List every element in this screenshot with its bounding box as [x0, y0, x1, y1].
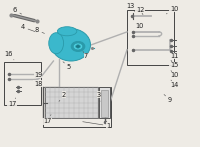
Text: 1: 1 [83, 122, 110, 129]
Text: 2: 2 [59, 92, 66, 101]
Text: 17: 17 [43, 115, 51, 124]
Text: 10: 10 [135, 24, 143, 29]
Ellipse shape [49, 33, 64, 54]
Bar [45, 87, 98, 118]
Bar [4, 62, 41, 105]
Text: 14: 14 [170, 80, 178, 87]
Circle shape [73, 43, 83, 50]
Text: 16: 16 [4, 51, 14, 60]
Text: 6: 6 [13, 7, 22, 14]
Bar [101, 90, 108, 117]
Text: 10: 10 [166, 6, 178, 14]
Text: 18: 18 [34, 81, 42, 87]
Circle shape [71, 41, 85, 51]
Text: 8: 8 [35, 27, 44, 33]
FancyArrowPatch shape [14, 15, 34, 21]
Text: 15: 15 [170, 60, 178, 68]
Text: 12: 12 [136, 7, 144, 15]
Text: 7: 7 [83, 51, 88, 59]
Text: 10: 10 [170, 71, 178, 78]
Text: 4: 4 [21, 24, 36, 32]
Text: 19: 19 [34, 72, 42, 78]
Text: 5: 5 [63, 62, 71, 70]
Text: 3: 3 [97, 92, 101, 101]
Bar [99, 87, 110, 118]
Ellipse shape [57, 27, 77, 36]
Ellipse shape [52, 29, 90, 61]
Bar [43, 87, 111, 127]
Text: 11: 11 [170, 51, 178, 59]
Bar [127, 10, 174, 65]
Circle shape [76, 45, 80, 48]
Text: 13: 13 [126, 3, 135, 12]
Text: 17: 17 [8, 98, 16, 107]
Text: 9: 9 [164, 95, 172, 103]
